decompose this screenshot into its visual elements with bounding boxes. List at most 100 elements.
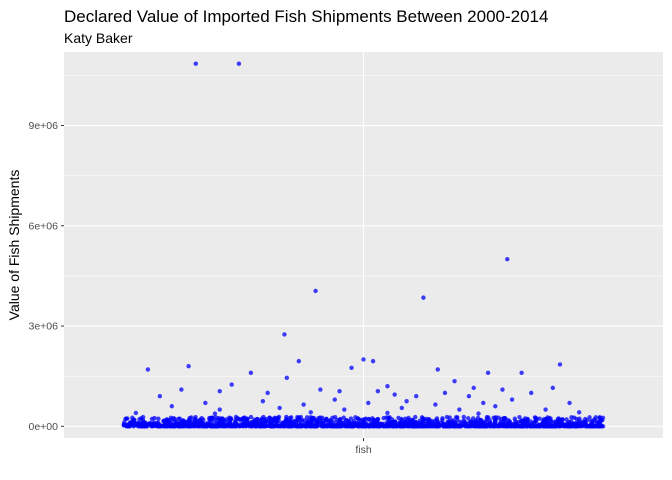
data-point — [434, 416, 440, 421]
data-point — [493, 404, 498, 409]
data-point — [468, 419, 473, 425]
data-point — [428, 424, 433, 429]
data-point — [189, 424, 194, 429]
data-point — [271, 423, 276, 429]
data-point — [320, 424, 325, 429]
data-point — [375, 389, 381, 394]
data-point — [385, 383, 390, 389]
data-point — [374, 424, 379, 429]
data-point — [355, 416, 361, 422]
data-point — [258, 424, 264, 429]
data-point — [423, 421, 428, 426]
data-point — [262, 423, 267, 429]
data-point — [569, 415, 574, 420]
data-point — [556, 416, 561, 421]
data-point — [414, 394, 419, 399]
data-point — [273, 418, 278, 424]
y-axis-ticks: 0e+00 3e+06 6e+06 9e+06 — [29, 120, 64, 433]
data-point — [405, 423, 410, 429]
chart-title: Declared Value of Imported Fish Shipment… — [64, 7, 548, 26]
data-point — [560, 417, 565, 422]
data-point — [433, 402, 438, 407]
data-point — [268, 423, 273, 429]
data-point — [164, 424, 170, 429]
data-point — [435, 367, 440, 372]
data-point — [427, 419, 433, 425]
data-point — [281, 423, 287, 429]
data-point — [337, 417, 343, 422]
data-point — [212, 423, 218, 429]
data-point — [473, 423, 478, 429]
data-point — [471, 385, 476, 391]
data-point — [575, 422, 580, 427]
data-point — [203, 400, 208, 406]
data-point — [481, 400, 486, 406]
data-point — [354, 422, 360, 427]
data-point — [229, 424, 235, 429]
data-point — [366, 400, 371, 406]
data-point — [499, 422, 504, 428]
data-point — [440, 417, 445, 423]
data-point — [456, 424, 462, 429]
y-axis-title: Value of Fish Shipments — [6, 170, 22, 321]
data-point — [385, 410, 390, 416]
data-point — [243, 424, 248, 429]
data-point — [242, 415, 247, 420]
data-point — [413, 414, 418, 420]
data-point — [540, 423, 546, 429]
data-point — [301, 402, 306, 407]
data-point — [517, 414, 522, 420]
data-point — [537, 416, 542, 421]
data-point — [135, 420, 141, 426]
data-point — [217, 389, 222, 394]
data-point — [323, 418, 328, 423]
data-point — [217, 407, 222, 412]
data-point — [137, 417, 142, 422]
grid-lines — [64, 52, 663, 438]
data-point — [481, 423, 486, 428]
data-point — [550, 385, 555, 391]
x-tick-label: fish — [355, 444, 372, 456]
data-point — [521, 424, 526, 429]
data-point — [444, 414, 450, 420]
data-point — [332, 415, 338, 420]
data-point — [436, 422, 442, 428]
data-point — [227, 419, 233, 425]
data-point — [161, 418, 167, 423]
data-point — [492, 420, 498, 425]
data-point — [529, 390, 534, 396]
data-point — [485, 370, 491, 376]
data-point — [502, 416, 507, 422]
data-point — [132, 417, 137, 423]
data-point — [525, 416, 530, 422]
data-point — [131, 422, 136, 427]
data-point — [212, 411, 218, 416]
data-point — [263, 416, 269, 422]
data-point — [337, 389, 342, 394]
data-point — [192, 424, 197, 429]
data-point — [284, 375, 290, 381]
data-point — [275, 423, 281, 429]
data-point — [179, 387, 184, 392]
data-point — [241, 420, 246, 426]
data-point — [455, 418, 460, 423]
data-point — [371, 418, 377, 424]
data-point — [157, 424, 163, 429]
data-point — [348, 416, 354, 421]
data-point — [463, 424, 469, 429]
data-point — [313, 418, 318, 424]
data-point — [192, 416, 198, 422]
data-point — [406, 415, 411, 421]
data-point — [260, 399, 266, 404]
data-point — [331, 420, 336, 425]
data-point — [170, 424, 176, 429]
data-point — [229, 382, 234, 387]
data-point — [544, 419, 550, 424]
data-point — [513, 422, 518, 427]
data-point — [466, 394, 472, 399]
data-point — [484, 417, 489, 422]
chart-subtitle: Katy Baker — [64, 30, 133, 46]
data-point — [512, 416, 518, 421]
data-points — [121, 61, 606, 429]
data-point — [152, 423, 157, 429]
